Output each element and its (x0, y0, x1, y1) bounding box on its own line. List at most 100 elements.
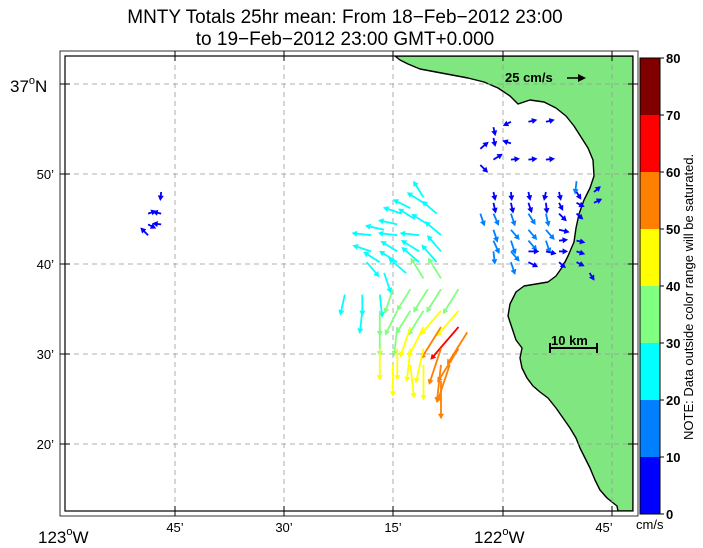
colorbar-swatch (640, 457, 660, 514)
current-vector-arrow (376, 348, 383, 381)
colorbar-note: NOTE: Data outside color range will be s… (681, 154, 696, 440)
current-vector-arrow (401, 247, 420, 263)
current-vector-arrow (558, 212, 567, 222)
colorbar-tick-label: 70 (666, 108, 680, 123)
current-vector-arrow (558, 237, 569, 244)
current-vector-arrow (399, 230, 420, 237)
current-vector-arrow (510, 240, 517, 255)
current-vector-arrow (396, 288, 412, 312)
colorbar-swatch (640, 115, 660, 172)
current-vector-arrow (338, 294, 346, 316)
current-vector-arrow (545, 249, 557, 256)
current-vector-arrow (479, 213, 486, 227)
current-vector-arrow (140, 227, 149, 236)
current-vector-arrow (528, 248, 540, 255)
current-vector-arrow (383, 288, 394, 314)
current-vector-arrow (527, 202, 533, 214)
current-vector-arrow (510, 156, 520, 163)
current-vector-arrow (427, 235, 442, 252)
current-vector-arrow (510, 213, 517, 227)
current-vector-arrow (572, 181, 579, 195)
current-vector-arrow (400, 240, 420, 253)
current-vector-arrow (399, 326, 412, 358)
current-vector-arrow (413, 180, 425, 198)
colorbar-unit: cm/s (636, 517, 664, 532)
lon-label-30: 30’ (275, 520, 292, 535)
colorbar-tick-labels: 0 10 20 30 40 50 60 70 80 (660, 51, 680, 522)
current-vector-arrow (576, 249, 586, 256)
reference-vector: 25 cm/s (505, 70, 586, 85)
current-vector-arrow (389, 364, 396, 397)
current-vector-arrow (575, 191, 582, 200)
current-vector-arrow (365, 261, 380, 278)
current-vector-arrow (492, 240, 500, 254)
latitude-labels: 37oN 50’ 40’ 30’ 20’ (10, 75, 54, 452)
current-vector-arrow (426, 288, 442, 313)
current-vector-arrow (365, 223, 385, 231)
current-vector-arrow (556, 191, 563, 201)
current-vector-arrow (526, 191, 533, 201)
lat-label-20: 20’ (37, 437, 54, 452)
current-vector-arrow (593, 198, 603, 204)
current-vector-arrow (491, 202, 498, 214)
map-frame (64, 55, 634, 512)
current-vector-arrow (421, 200, 438, 215)
current-vector-arrow (383, 206, 402, 215)
current-vector-arrow (576, 238, 586, 245)
current-vector-arrow (593, 186, 601, 193)
current-vector-arrow (377, 230, 398, 237)
current-vector-arrow (502, 120, 512, 127)
current-vector-arrow (527, 229, 538, 240)
colorbar-tick-label: 40 (666, 279, 680, 294)
current-vector-arrow (427, 348, 442, 385)
current-vector-arrow (559, 248, 569, 255)
map-grid (65, 56, 633, 511)
current-vector-arrow (351, 230, 372, 237)
map-outer-frame (59, 50, 639, 517)
current-vector-field (140, 118, 603, 420)
scale-bar: 10 km (549, 333, 598, 353)
current-vector-arrow (479, 164, 489, 173)
colorbar-tick-label: 0 (666, 507, 673, 522)
current-vector-arrow (510, 261, 517, 275)
colorbar-tick-label: 10 (666, 450, 680, 465)
lon-label-123: 123oW (38, 526, 89, 547)
current-vector-arrow (392, 199, 411, 210)
current-vector-arrow (404, 348, 412, 383)
colorbar-swatch (640, 229, 660, 286)
chart-title-line-1: MNTY Totals 25hr mean: From 18−Feb−2012 … (127, 7, 563, 28)
current-vector-arrow (527, 240, 538, 251)
current-vector-arrow (428, 257, 442, 279)
current-vector-arrow (363, 251, 381, 263)
colorbar-tick-label: 60 (666, 165, 680, 180)
current-vector-arrow (414, 348, 425, 384)
current-vector-arrow (588, 272, 595, 281)
current-vector-arrow (152, 209, 162, 216)
colorbar-tick-label: 50 (666, 222, 680, 237)
current-vector-arrow (491, 137, 498, 147)
current-vector-arrow (492, 229, 499, 243)
current-vector-arrow (157, 191, 164, 201)
current-vector-arrow (510, 229, 520, 240)
current-vector-arrow (491, 251, 498, 265)
current-vector-arrow (527, 213, 536, 225)
current-vector-arrow (384, 310, 399, 336)
current-vector-arrow (394, 348, 401, 381)
current-vector-arrow (492, 153, 503, 161)
current-vector-arrow (378, 218, 398, 226)
longitude-labels: 123oW 45’ 30’ 15’ 122oW 45’ (38, 520, 613, 547)
current-vector-arrow (479, 141, 489, 150)
land-mass (394, 56, 633, 511)
current-vector-arrow (147, 223, 157, 229)
current-vector-arrow (398, 208, 416, 220)
current-vector-arrow (508, 191, 515, 201)
current-vector-arrow (509, 202, 516, 214)
current-vector-arrow (528, 261, 539, 268)
reference-arrow-icon (578, 74, 586, 82)
scale-bar-label: 10 km (551, 333, 588, 348)
current-vector-arrow (576, 261, 585, 267)
current-vector-arrow (357, 310, 364, 334)
colorbar-tick-label: 80 (666, 51, 680, 66)
current-vector-arrow (152, 221, 162, 227)
